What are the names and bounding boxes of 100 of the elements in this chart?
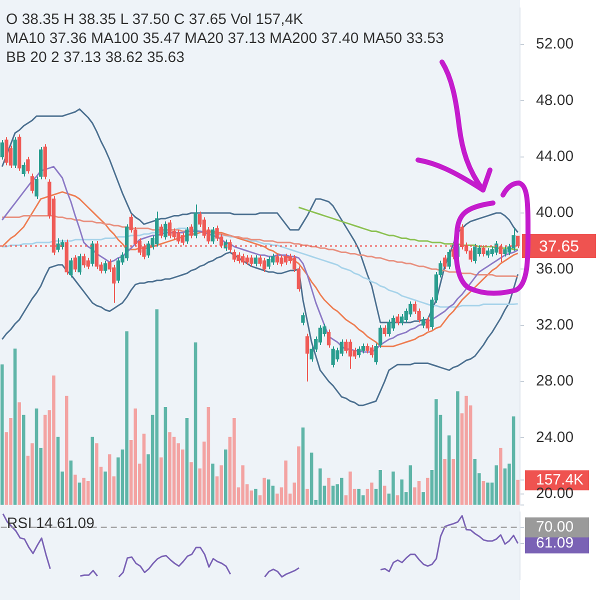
y-tick-label: 32.00: [536, 316, 574, 334]
bar: [254, 488, 258, 505]
bar: [86, 481, 90, 505]
candlestick: [280, 254, 284, 267]
bar: [52, 375, 56, 505]
bar: [456, 391, 460, 505]
candlestick: [236, 252, 240, 264]
annotation: MA10 37.36 MA100 35.47 MA20 37.13 MA200 37.40 MA50 33.53: [6, 30, 444, 48]
bar: [69, 460, 73, 505]
candlestick: [215, 225, 219, 242]
bar: [284, 460, 288, 505]
candlestick: [426, 316, 430, 332]
candlestick: [305, 333, 310, 382]
candlestick: [447, 248, 451, 270]
candlestick: [404, 308, 408, 323]
bar: [443, 458, 446, 505]
annotation: BB 20 2 37.13 38.62 35.63: [6, 49, 184, 66]
bar: [104, 472, 107, 505]
candlestick: [477, 244, 482, 257]
candlestick: [366, 343, 370, 354]
candlestick: [26, 156, 30, 174]
bar: [78, 482, 82, 505]
y-tick-label: 24.00: [536, 428, 574, 446]
bar: [95, 443, 98, 505]
bar: [0, 364, 4, 505]
candlestick: [512, 228, 516, 252]
bar: [426, 478, 430, 505]
candlestick: [331, 346, 335, 368]
bar: [74, 474, 77, 505]
bar: [190, 462, 193, 505]
candlestick: [382, 324, 386, 338]
candlestick: [4, 136, 8, 166]
candlestick: [116, 257, 120, 284]
candlestick: [254, 254, 258, 267]
bar: [9, 418, 12, 505]
candlestick: [245, 254, 249, 266]
bar: [266, 479, 270, 505]
ref-line-label: 37.65: [538, 238, 580, 256]
bar: [370, 482, 374, 505]
candlestick: [348, 338, 352, 370]
bar: [224, 450, 228, 505]
candlestick: [340, 338, 344, 357]
candlestick: [262, 257, 266, 272]
y-tick-label: 52.00: [536, 36, 574, 53]
bar: [297, 446, 300, 505]
candlestick: [159, 224, 163, 239]
y-tick-label: 28.00: [536, 372, 574, 390]
candlestick: [82, 253, 86, 268]
candlestick: [473, 243, 477, 264]
bar: [185, 418, 189, 505]
bar: [494, 465, 498, 505]
bar: [464, 396, 468, 505]
candlestick: [275, 253, 280, 266]
bar: [160, 457, 163, 505]
bar: [447, 435, 451, 505]
bar: [378, 470, 382, 505]
candlestick: [326, 329, 331, 348]
candlestick: [90, 240, 94, 267]
candlestick: [266, 256, 270, 270]
bar: [422, 492, 425, 505]
bar: [206, 406, 210, 505]
candlestick: [146, 240, 150, 258]
y-tick-label: 40.00: [536, 204, 574, 222]
candlestick: [103, 260, 108, 274]
annotation: O 38.35 H 38.35 L 37.50 C 37.65 Vol 157,4K: [6, 11, 304, 28]
bar: [306, 488, 309, 505]
y-tick-label: 61.09: [536, 534, 574, 552]
bar: [408, 465, 412, 505]
candlestick: [224, 239, 228, 252]
bar: [434, 399, 438, 505]
candlestick: [0, 139, 4, 160]
candlestick: [250, 254, 254, 267]
candlestick: [361, 343, 365, 354]
bar: [211, 464, 214, 505]
bar: [400, 479, 404, 505]
bar: [473, 458, 477, 505]
candlestick: [194, 204, 198, 239]
candlestick: [60, 239, 64, 250]
candlestick: [168, 219, 172, 239]
candlestick: [370, 344, 374, 358]
bar: [30, 443, 34, 505]
bar: [108, 454, 112, 505]
candlestick: [185, 226, 189, 244]
bar: [232, 418, 236, 505]
candlestick: [180, 232, 184, 246]
bar: [90, 436, 94, 505]
candlestick: [284, 253, 288, 266]
candlestick: [344, 338, 348, 354]
candlestick: [442, 254, 447, 270]
bar: [220, 465, 223, 505]
candlestick: [22, 162, 26, 177]
bar: [262, 478, 266, 505]
bar: [18, 402, 21, 505]
bar: [396, 495, 400, 505]
bar: [82, 478, 86, 505]
candlestick: [69, 257, 73, 278]
bar: [241, 465, 244, 505]
bar: [327, 478, 330, 505]
bar: [22, 414, 26, 505]
candlestick: [396, 314, 400, 326]
